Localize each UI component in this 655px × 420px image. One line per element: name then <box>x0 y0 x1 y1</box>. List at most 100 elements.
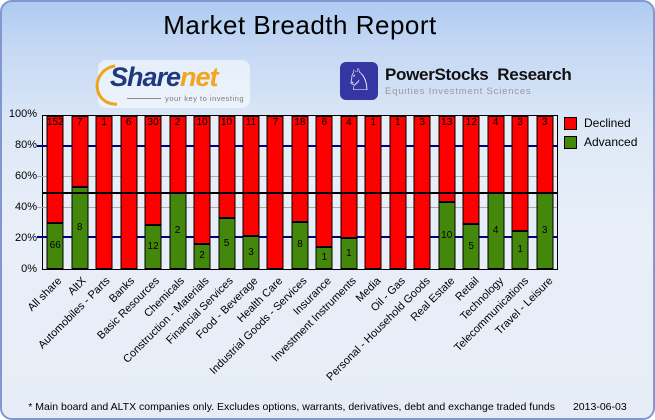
y-axis-label: 80% <box>14 139 37 151</box>
bar-segment-declined <box>46 116 64 223</box>
bar-value-declined: 12 <box>465 117 477 128</box>
bar-value-advanced: 5 <box>468 240 474 252</box>
bar-value-declined: 1 <box>395 117 401 128</box>
bar-value-advanced: 66 <box>49 239 61 251</box>
bar-value-declined: 7 <box>76 117 83 128</box>
bar-value-advanced: 8 <box>297 239 303 251</box>
report-date: 2013-06-03 <box>572 401 627 413</box>
y-axis-label: 0% <box>21 263 37 275</box>
bar-value-declined: 13 <box>441 117 453 128</box>
bar-segment-declined <box>242 116 260 237</box>
bar-0: 152 66 <box>46 116 64 269</box>
y-axis-label: 20% <box>14 232 37 244</box>
bar-value-advanced: 12 <box>147 241 159 253</box>
bar-segment-advanced <box>340 238 358 269</box>
bar-segment-advanced <box>218 218 236 269</box>
bar-value-declined: 11 <box>245 117 257 128</box>
bar-group: 13 10 <box>435 116 459 269</box>
bar-value-advanced: 1 <box>321 252 328 264</box>
bar-value-declined: 4 <box>492 117 499 128</box>
bar-value-declined: 3 <box>419 117 426 128</box>
footer-note: * Main board and ALTX companies only. Ex… <box>28 401 555 413</box>
bar-value-declined: 1 <box>101 117 107 128</box>
bar-value-advanced: 1 <box>346 247 352 259</box>
bar-value-advanced: 2 <box>199 250 205 262</box>
y-axis-label: 60% <box>14 170 37 182</box>
bar-segment-declined <box>144 116 162 226</box>
bar-value-declined: 2 <box>174 117 181 128</box>
bar-segment-declined <box>193 116 211 244</box>
bar-10: 18 8 <box>291 116 309 269</box>
bar-value-declined: 10 <box>196 117 208 128</box>
powerstocks-wordmark: PowerStocks Research <box>385 65 572 84</box>
bar-value-declined: 7 <box>272 117 279 128</box>
bar-value-advanced: 3 <box>541 224 548 236</box>
bar-segment-advanced <box>511 230 529 269</box>
legend-label: Advanced <box>584 135 638 149</box>
bar-segment-declined <box>315 116 333 248</box>
bar-segment-declined <box>438 116 456 203</box>
bar-value-declined: 4 <box>346 117 352 128</box>
bar-group: 12 5 <box>459 116 483 269</box>
bar-value-advanced: 1 <box>517 243 523 255</box>
bar-16: 13 10 <box>438 116 456 269</box>
sharenet-tagline: your key to investing <box>165 94 244 103</box>
page-title: Market Breadth Report <box>163 10 437 40</box>
bar-4: 30 12 <box>144 116 162 269</box>
bar-value-declined: 10 <box>220 117 233 128</box>
x-axis-label: All share <box>25 275 64 314</box>
bar-value-declined: 6 <box>125 117 132 128</box>
legend-item: Advanced <box>564 135 637 149</box>
bar-segment-advanced <box>71 187 89 269</box>
bar-segment-advanced <box>144 225 162 269</box>
bar-segment-declined <box>462 116 480 224</box>
bar-value-declined: 152 <box>46 117 64 128</box>
bar-value-declined: 3 <box>517 117 523 128</box>
powerstocks-tagline: Equities Investment Sciences <box>385 86 532 97</box>
bar-value-declined: 3 <box>541 117 548 128</box>
chess-knight-icon: ♘ <box>340 62 378 100</box>
bar-6: 10 2 <box>193 116 211 269</box>
bar-8: 11 3 <box>242 116 260 269</box>
bar-value-declined: 6 <box>321 117 328 128</box>
bar-value-advanced: 4 <box>492 224 499 236</box>
bar-value-declined: 1 <box>370 117 377 128</box>
footer: * Main board and ALTX companies only. Ex… <box>2 401 653 413</box>
legend-swatch-advanced <box>564 135 577 149</box>
bar-segment-advanced <box>438 202 456 269</box>
bar-group: 11 3 <box>239 116 263 269</box>
bar-value-advanced: 2 <box>174 224 181 236</box>
bar-segment-advanced <box>315 247 333 269</box>
bar-segment-declined <box>511 116 529 231</box>
divider <box>127 98 162 99</box>
bar-value-advanced: 8 <box>76 222 83 234</box>
bar-value-advanced: 5 <box>223 237 230 249</box>
bar-value-declined: 30 <box>147 117 159 128</box>
bar-segment-declined <box>218 116 236 218</box>
reference-line-50pct <box>43 191 557 194</box>
y-axis-label: 100% <box>8 108 37 120</box>
bar-group: 18 8 <box>288 116 312 269</box>
bar-segment-declined <box>340 116 358 239</box>
bar-segment-declined <box>291 116 309 222</box>
bar-segment-advanced <box>193 243 211 269</box>
bar-segment-advanced <box>462 224 480 269</box>
bar-group: 10 2 <box>190 116 214 269</box>
bar-group: 152 66 <box>43 116 67 269</box>
y-axis-label: 40% <box>14 201 37 213</box>
powerstocks-logo: ♘ PowerStocks Research Equities Investme… <box>340 62 572 100</box>
bar-segment-advanced <box>242 236 260 269</box>
bar-segment-declined <box>71 116 89 188</box>
